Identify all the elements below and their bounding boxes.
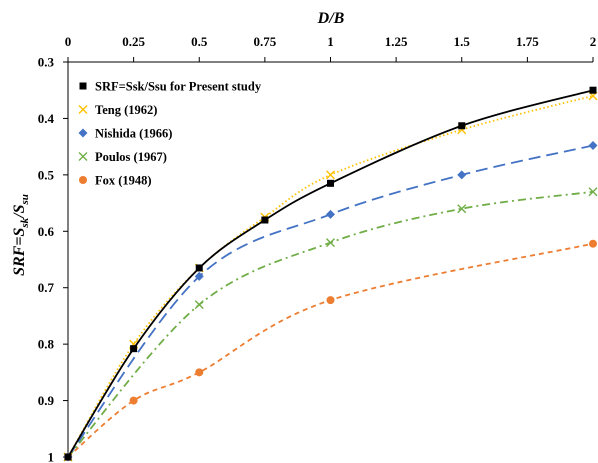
data-point [194, 271, 204, 281]
y-axis-title-mid: /S [11, 204, 28, 218]
data-point [326, 296, 335, 305]
legend-entry: Teng (1962) [78, 103, 157, 117]
x-tick-label: 1 [327, 34, 334, 49]
data-point [261, 216, 269, 224]
y-tick-label: 0.7 [38, 280, 55, 295]
data-point [195, 264, 203, 272]
x-tick-label: 2 [590, 34, 597, 49]
legend-entry: Poulos (1967) [78, 150, 167, 164]
legend-marker [79, 176, 87, 184]
legend-entry: Nishida (1966) [78, 127, 172, 141]
data-point [457, 204, 467, 214]
series-fox-1948 [64, 239, 597, 461]
series-teng-1962 [63, 91, 598, 462]
data-point [588, 141, 598, 151]
series-line [67, 190, 594, 458]
data-point [64, 453, 72, 461]
legend: SRF=Ssk/Ssu for Present study Teng (1962)… [78, 80, 262, 188]
y-axis-title-sub1: sk [19, 217, 31, 228]
data-point [326, 209, 335, 219]
data-point [194, 300, 204, 310]
legend-marker [79, 82, 87, 90]
data-point [129, 396, 138, 405]
legend-marker [78, 105, 88, 114]
legend-label: Fox (1948) [95, 174, 152, 188]
legend-marker [78, 128, 88, 138]
y-axis-title: SRF=Ssk/Ssu [11, 194, 31, 276]
y-tick-label: 0.8 [38, 337, 55, 352]
x-tick-label: 1.25 [385, 34, 408, 49]
legend-label: Poulos (1967) [95, 150, 167, 164]
x-tick-label: 0.5 [191, 34, 208, 49]
legend-label: SRF=Ssk/Ssu for Present study [95, 80, 262, 94]
x-tick-label: 1.5 [454, 34, 471, 49]
legend-entry: Fox (1948) [79, 174, 152, 188]
series-srf-ssk-ssu-for-present-study [64, 86, 597, 461]
series-layer [63, 86, 598, 462]
data-point [588, 187, 598, 197]
data-point [326, 170, 335, 180]
series-line [67, 242, 594, 458]
axes: 0 0.25 0.5 0.75 1 1.25 1.5 1.75 2 0.3 0.4 0.5 0.6 0.7… [38, 34, 597, 463]
y-tick-label: 0.6 [38, 224, 55, 239]
x-axis-title: D/B [317, 10, 345, 27]
legend-marker [78, 152, 88, 161]
data-point [589, 86, 597, 94]
legend-label: Nishida (1966) [95, 127, 172, 141]
x-tick-label: 1.75 [516, 34, 539, 49]
y-axis-title-prefix: SRF=S [11, 228, 28, 276]
data-point [327, 179, 334, 187]
x-tick-label: 0 [65, 34, 72, 49]
y-axis-title-sub2: su [19, 194, 31, 205]
data-point [130, 345, 138, 353]
y-tick-label: 0.9 [38, 393, 55, 408]
data-point [326, 238, 335, 248]
series-poulos-1967 [63, 187, 598, 462]
x-tick-label: 0.75 [254, 34, 277, 49]
legend-label: Teng (1962) [95, 103, 157, 117]
x-tick-label: 0.25 [122, 34, 145, 49]
data-point [457, 170, 467, 180]
y-tick-label: 0.4 [38, 111, 55, 126]
data-point [195, 368, 204, 377]
y-tick-label: 0.5 [38, 167, 55, 182]
y-tick-label: 1 [48, 450, 55, 463]
data-point [458, 122, 466, 130]
series-line [67, 144, 594, 458]
data-point [589, 239, 597, 248]
y-tick-label: 0.3 [38, 55, 55, 70]
legend-entry: SRF=Ssk/Ssu for Present study [79, 80, 262, 94]
series-line [67, 89, 594, 458]
